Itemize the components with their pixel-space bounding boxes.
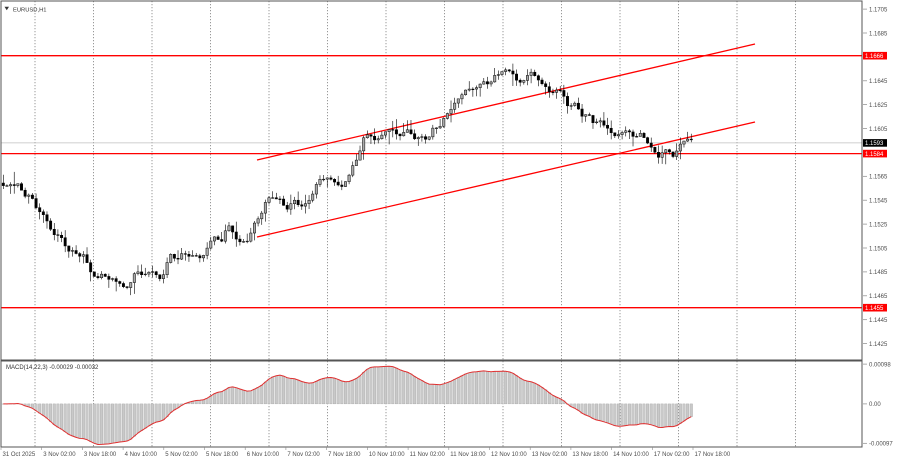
svg-text:17 Nov 02:00: 17 Nov 02:00 — [654, 452, 690, 458]
svg-text:3 Nov 18:00: 3 Nov 18:00 — [84, 452, 117, 458]
svg-text:6 Nov 10:00: 6 Nov 10:00 — [247, 452, 280, 458]
svg-text:14 Nov 10:00: 14 Nov 10:00 — [613, 452, 649, 458]
svg-text:-0.00097: -0.00097 — [869, 442, 893, 448]
svg-text:1.1645: 1.1645 — [869, 79, 888, 85]
svg-text:EURUSD,H1: EURUSD,H1 — [13, 7, 47, 13]
svg-text:1.1705: 1.1705 — [869, 7, 888, 13]
svg-text:1.1445: 1.1445 — [869, 318, 888, 324]
svg-text:10 Nov 10:00: 10 Nov 10:00 — [369, 452, 405, 458]
svg-text:1.1505: 1.1505 — [869, 246, 888, 252]
svg-text:1.1545: 1.1545 — [869, 199, 888, 205]
svg-text:11 Nov 02:00: 11 Nov 02:00 — [410, 452, 446, 458]
svg-text:7 Nov 02:00: 7 Nov 02:00 — [287, 452, 320, 458]
svg-text:31 Oct 2025: 31 Oct 2025 — [3, 452, 36, 458]
svg-text:5 Nov 18:00: 5 Nov 18:00 — [206, 452, 239, 458]
svg-text:MACD(14,22,3) -0.00029 -0.0003: MACD(14,22,3) -0.00029 -0.00032 — [6, 365, 99, 371]
svg-text:13 Nov 18:00: 13 Nov 18:00 — [572, 452, 608, 458]
svg-text:0.00098: 0.00098 — [869, 362, 891, 368]
svg-text:12 Nov 10:00: 12 Nov 10:00 — [491, 452, 527, 458]
svg-text:1.1685: 1.1685 — [869, 31, 888, 37]
svg-text:7 Nov 18:00: 7 Nov 18:00 — [328, 452, 361, 458]
svg-text:1.1525: 1.1525 — [869, 222, 888, 228]
svg-text:4 Nov 10:00: 4 Nov 10:00 — [125, 452, 158, 458]
svg-text:5 Nov 02:00: 5 Nov 02:00 — [165, 452, 198, 458]
svg-text:11 Nov 18:00: 11 Nov 18:00 — [450, 452, 486, 458]
svg-text:1.1593: 1.1593 — [865, 141, 884, 147]
svg-text:1.1584: 1.1584 — [865, 152, 884, 158]
svg-text:1.1625: 1.1625 — [869, 103, 888, 109]
svg-text:3 Nov 02:00: 3 Nov 02:00 — [43, 452, 76, 458]
svg-text:13 Nov 02:00: 13 Nov 02:00 — [532, 452, 568, 458]
svg-text:17 Nov 18:00: 17 Nov 18:00 — [695, 452, 731, 458]
svg-text:1.1565: 1.1565 — [869, 175, 888, 181]
svg-text:1.1455: 1.1455 — [865, 306, 884, 312]
svg-text:1.1465: 1.1465 — [869, 294, 888, 300]
svg-text:1.1485: 1.1485 — [869, 270, 888, 276]
svg-text:1.1425: 1.1425 — [869, 342, 888, 348]
svg-text:1.1605: 1.1605 — [869, 127, 888, 133]
svg-text:0.00: 0.00 — [869, 402, 881, 408]
svg-text:1.1666: 1.1666 — [865, 54, 884, 60]
